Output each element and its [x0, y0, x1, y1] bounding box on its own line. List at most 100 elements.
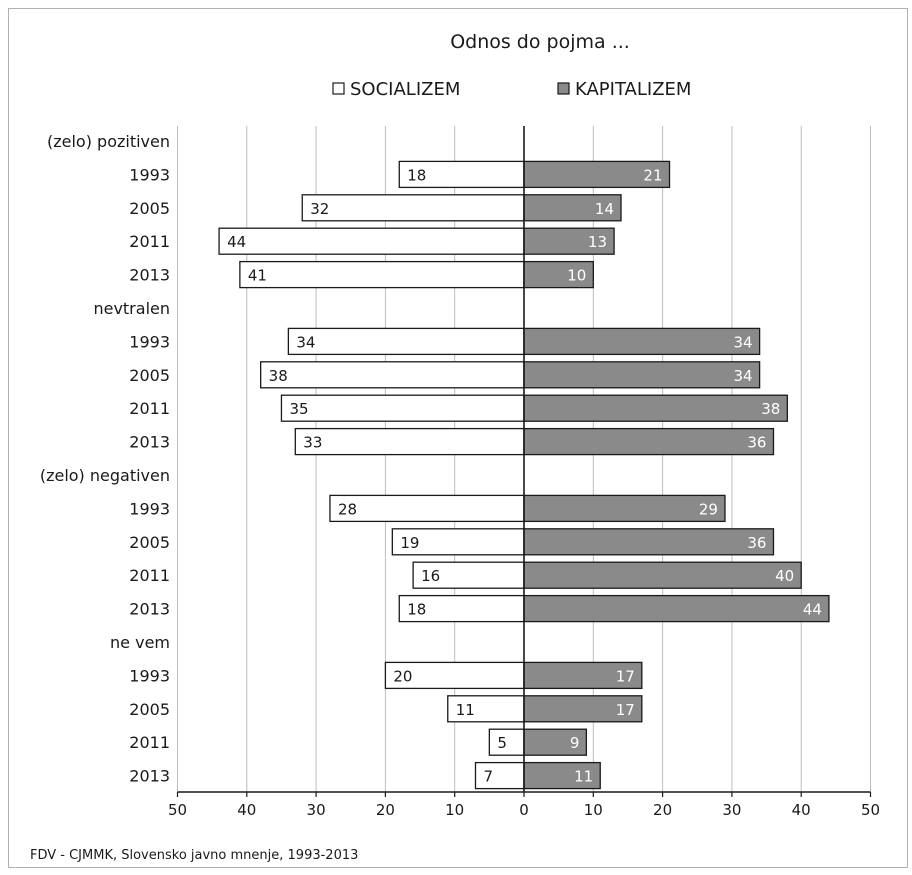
data-label-socializem: 34 — [296, 333, 315, 351]
data-label-socializem: 20 — [393, 667, 412, 685]
year-label: 2013 — [129, 767, 170, 786]
year-label: 2005 — [129, 533, 170, 552]
bar-socializem — [488, 728, 525, 756]
bar-socializem — [301, 194, 525, 222]
data-label-kapitalizem: 29 — [699, 500, 718, 518]
x-axis: 50 40 30 20 10 0 10 20 30 40 50 — [168, 126, 880, 819]
data-label-socializem: 41 — [248, 267, 267, 285]
legend: SOCIALIZEM KAPITALIZEM — [332, 79, 691, 100]
year-label: 2011 — [129, 733, 170, 752]
x-tick-label: 0 — [519, 801, 529, 819]
x-tick-label: 20 — [376, 801, 395, 819]
bar-socializem — [280, 394, 525, 422]
data-label-socializem: 44 — [227, 233, 246, 251]
bar-kapitalizem — [523, 361, 761, 389]
data-label-socializem: 16 — [421, 567, 440, 585]
bar-kapitalizem — [523, 494, 726, 523]
data-label-kapitalizem: 11 — [574, 768, 593, 786]
year-label: 2005 — [129, 199, 170, 218]
data-label-kapitalizem: 21 — [643, 166, 662, 184]
data-label-socializem: 11 — [456, 701, 475, 719]
data-label-socializem: 28 — [338, 500, 357, 518]
bar-socializem — [391, 528, 525, 556]
data-label-kapitalizem: 34 — [734, 333, 753, 351]
data-label-kapitalizem: 44 — [803, 601, 822, 619]
data-label-kapitalizem: 34 — [734, 367, 753, 385]
data-label-kapitalizem: 9 — [570, 734, 580, 752]
x-tick-label: 40 — [237, 801, 256, 819]
bar-kapitalizem — [523, 327, 761, 356]
year-label: 1993 — [129, 332, 170, 351]
year-label: 1993 — [129, 165, 170, 184]
data-label-kapitalizem: 10 — [567, 267, 586, 285]
data-label-socializem: 32 — [310, 200, 329, 218]
year-label: 2013 — [129, 433, 170, 452]
bar-kapitalizem — [523, 695, 643, 723]
bar-socializem — [329, 494, 525, 523]
data-label-kapitalizem: 38 — [761, 400, 780, 418]
year-label: 2011 — [129, 232, 170, 251]
bar-kapitalizem — [523, 761, 601, 790]
bar-kapitalizem — [523, 594, 830, 623]
data-label-socializem: 33 — [303, 434, 322, 452]
bar-kapitalizem — [523, 528, 775, 556]
legend-swatch-kapitalizem — [557, 82, 570, 95]
year-label: 2005 — [129, 700, 170, 719]
x-tick-label: 50 — [861, 801, 880, 819]
data-label-kapitalizem: 17 — [616, 667, 635, 685]
chart-title: Odnos do pojma ... — [450, 31, 630, 53]
year-label: 2011 — [129, 566, 170, 585]
data-label-kapitalizem: 13 — [588, 233, 607, 251]
data-label-socializem: 35 — [289, 400, 308, 418]
legend-label-kapitalizem: KAPITALIZEM — [575, 79, 691, 100]
year-label: 1993 — [129, 499, 170, 518]
data-label-socializem: 18 — [407, 601, 426, 619]
source-note: FDV - CJMMK, Slovensko javno mnenje, 199… — [30, 848, 359, 863]
x-tick-label: 30 — [307, 801, 326, 819]
year-label: 2013 — [129, 600, 170, 619]
data-label-kapitalizem: 17 — [616, 701, 635, 719]
data-label-kapitalizem: 14 — [595, 200, 614, 218]
bar-socializem — [398, 594, 525, 623]
bar-kapitalizem — [523, 561, 802, 589]
x-tick-label: 20 — [653, 801, 672, 819]
data-label-socializem: 19 — [400, 534, 419, 552]
year-label: 2011 — [129, 399, 170, 418]
bar-kapitalizem — [523, 427, 775, 456]
data-label-socializem: 5 — [497, 734, 507, 752]
data-label-kapitalizem: 36 — [747, 534, 766, 552]
data-label-socializem: 7 — [483, 768, 493, 786]
bar-socializem — [260, 361, 525, 389]
x-tick-label: 30 — [722, 801, 741, 819]
x-tick-label: 10 — [445, 801, 464, 819]
bar-socializem — [294, 427, 525, 456]
bar-socializem — [398, 160, 525, 189]
year-label: 2013 — [129, 266, 170, 285]
group-label: (zelo) negativen — [40, 466, 170, 485]
bar-kapitalizem — [523, 194, 622, 222]
bar-socializem — [412, 561, 525, 589]
x-tick-label: 10 — [584, 801, 603, 819]
year-label: 2005 — [129, 366, 170, 385]
group-label: nevtralen — [93, 299, 170, 318]
data-label-socializem: 18 — [407, 166, 426, 184]
year-label: 1993 — [129, 666, 170, 685]
bar-socializem — [239, 260, 525, 289]
bar-socializem — [384, 661, 525, 690]
legend-swatch-socializem — [332, 82, 345, 95]
bar-socializem — [287, 327, 525, 356]
legend-label-socializem: SOCIALIZEM — [350, 79, 460, 100]
group-label: ne vem — [110, 633, 170, 652]
bar-kapitalizem — [523, 160, 671, 189]
x-tick-label: 40 — [792, 801, 811, 819]
data-label-kapitalizem: 40 — [775, 567, 794, 585]
bar-socializem — [218, 227, 525, 255]
bar-kapitalizem — [523, 394, 788, 422]
x-tick-label: 50 — [168, 801, 187, 819]
bar-kapitalizem — [523, 728, 588, 756]
category-labels: (zelo) pozitiven 1993 2005 2011 2013 nevtrale… — [40, 132, 170, 786]
group-label: (zelo) pozitiven — [47, 132, 170, 151]
data-label-socializem: 38 — [269, 367, 288, 385]
